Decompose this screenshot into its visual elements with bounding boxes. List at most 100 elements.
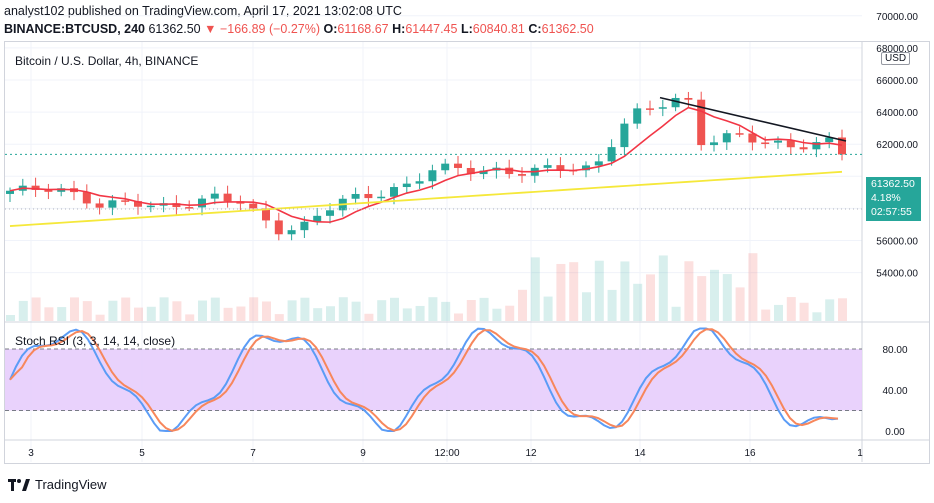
- volume-bar: [812, 312, 822, 321]
- volume-bar: [262, 301, 271, 321]
- candle-body: [812, 142, 821, 150]
- price-change: ▼ −166.89 (−0.27%): [204, 22, 321, 36]
- candle-body: [594, 161, 603, 166]
- candle-body: [543, 165, 552, 168]
- rsi-axis-label: 0.00: [885, 427, 905, 438]
- time-axis-label: 7: [250, 448, 256, 459]
- volume-bar: [223, 307, 233, 321]
- volume-bar: [697, 276, 707, 321]
- volume-bar: [761, 309, 771, 321]
- volume-bar: [108, 300, 118, 321]
- candle-body: [185, 207, 194, 209]
- symbol-label: BINANCE:BTCUSD, 240: [4, 22, 145, 36]
- candle-body: [671, 97, 680, 108]
- volume-bar: [569, 262, 579, 321]
- volume-bar: [646, 274, 655, 321]
- time-axis-label: 9: [360, 448, 366, 459]
- volume-bar: [57, 307, 67, 321]
- last-price: 61362.50: [148, 22, 201, 36]
- candle-body: [479, 170, 488, 175]
- stoch-rsi-legend: Stoch RSI (3, 3, 14, 14, close): [15, 334, 176, 348]
- volume-bar: [44, 307, 54, 321]
- volume-bar: [441, 301, 451, 321]
- volume-bar: [466, 300, 476, 321]
- low-label: L:: [460, 22, 473, 36]
- candle-body: [838, 137, 846, 155]
- price-axis-label: 54000.00: [876, 269, 918, 280]
- candle-body: [95, 203, 104, 208]
- time-axis-label: 1: [857, 448, 863, 459]
- candle-body: [351, 193, 360, 199]
- candle-body: [300, 221, 309, 231]
- volume-bar: [338, 297, 348, 321]
- volume-bar: [505, 305, 515, 321]
- price-box-value: 61362.50: [871, 178, 915, 190]
- volume-bar: [236, 306, 246, 321]
- volume-bar: [492, 308, 502, 321]
- candle-body: [646, 108, 654, 110]
- candle-body: [390, 187, 398, 197]
- candle-body: [466, 167, 475, 175]
- volume-bar: [172, 301, 182, 321]
- volume-bar: [274, 314, 284, 321]
- volume-bar: [326, 306, 335, 321]
- close-value: 61362.50: [541, 22, 594, 36]
- volume-bar: [748, 253, 758, 321]
- candle-body: [198, 198, 206, 208]
- volume-bar: [364, 313, 374, 321]
- candle-body: [761, 142, 770, 144]
- publisher-text: analyst102 published on TradingView.com,…: [4, 4, 402, 18]
- candle-body: [377, 196, 386, 199]
- candle-body: [428, 170, 437, 182]
- volume-bar: [415, 305, 425, 321]
- candle-body: [825, 137, 834, 143]
- volume-bar: [6, 315, 15, 321]
- volume-bar: [70, 297, 79, 321]
- candle-body: [710, 142, 718, 146]
- price-axis-label: 64000.00: [876, 108, 918, 119]
- volume-bar: [786, 297, 796, 321]
- volume-bar: [722, 274, 732, 321]
- candle-body: [633, 108, 642, 124]
- volume-bar: [838, 298, 847, 321]
- volume-bar: [82, 301, 92, 321]
- volume-bar: [300, 297, 310, 321]
- candle-body: [722, 133, 731, 143]
- candle-body: [313, 215, 322, 222]
- chart-frame[interactable]: [4, 41, 930, 464]
- tradingview-logo-icon: [8, 478, 30, 491]
- volume-bar: [774, 304, 783, 321]
- candle-body: [172, 203, 181, 208]
- volume-bar: [518, 289, 527, 321]
- currency-badge[interactable]: USD: [881, 52, 911, 65]
- volume-bar: [95, 314, 105, 321]
- candle-body: [582, 165, 590, 171]
- volume-bar: [185, 314, 195, 321]
- chart-legend: Bitcoin / U.S. Dollar, 4h, BINANCE: [15, 54, 199, 68]
- low-value: 60840.81: [472, 22, 525, 36]
- candle-body: [786, 140, 795, 148]
- publisher-line: analyst102 published on TradingView.com,…: [4, 4, 402, 18]
- stoch-k-line: [9, 327, 839, 432]
- tradingview-brand[interactable]: TradingView: [8, 477, 107, 492]
- price-axis-label: 68000.00: [876, 44, 918, 55]
- high-label: H:: [392, 22, 406, 36]
- rsi-axis-label: 80.00: [882, 345, 907, 356]
- volume-bar: [249, 297, 259, 321]
- candle-body: [415, 181, 424, 184]
- volume-bar: [121, 297, 131, 321]
- volume-bar: [18, 300, 28, 321]
- candle-body: [31, 185, 40, 190]
- volume-bar: [402, 308, 412, 321]
- candle-body: [82, 192, 91, 204]
- candle-body: [697, 99, 706, 146]
- candle-body: [505, 167, 514, 175]
- candle-body: [223, 193, 232, 202]
- volume-bar: [633, 283, 643, 321]
- volume-bar: [313, 308, 323, 321]
- time-axis-label: 14: [634, 448, 646, 459]
- time-axis-label: 3: [28, 448, 34, 459]
- candle-body: [518, 174, 526, 176]
- volume-bar: [671, 306, 681, 321]
